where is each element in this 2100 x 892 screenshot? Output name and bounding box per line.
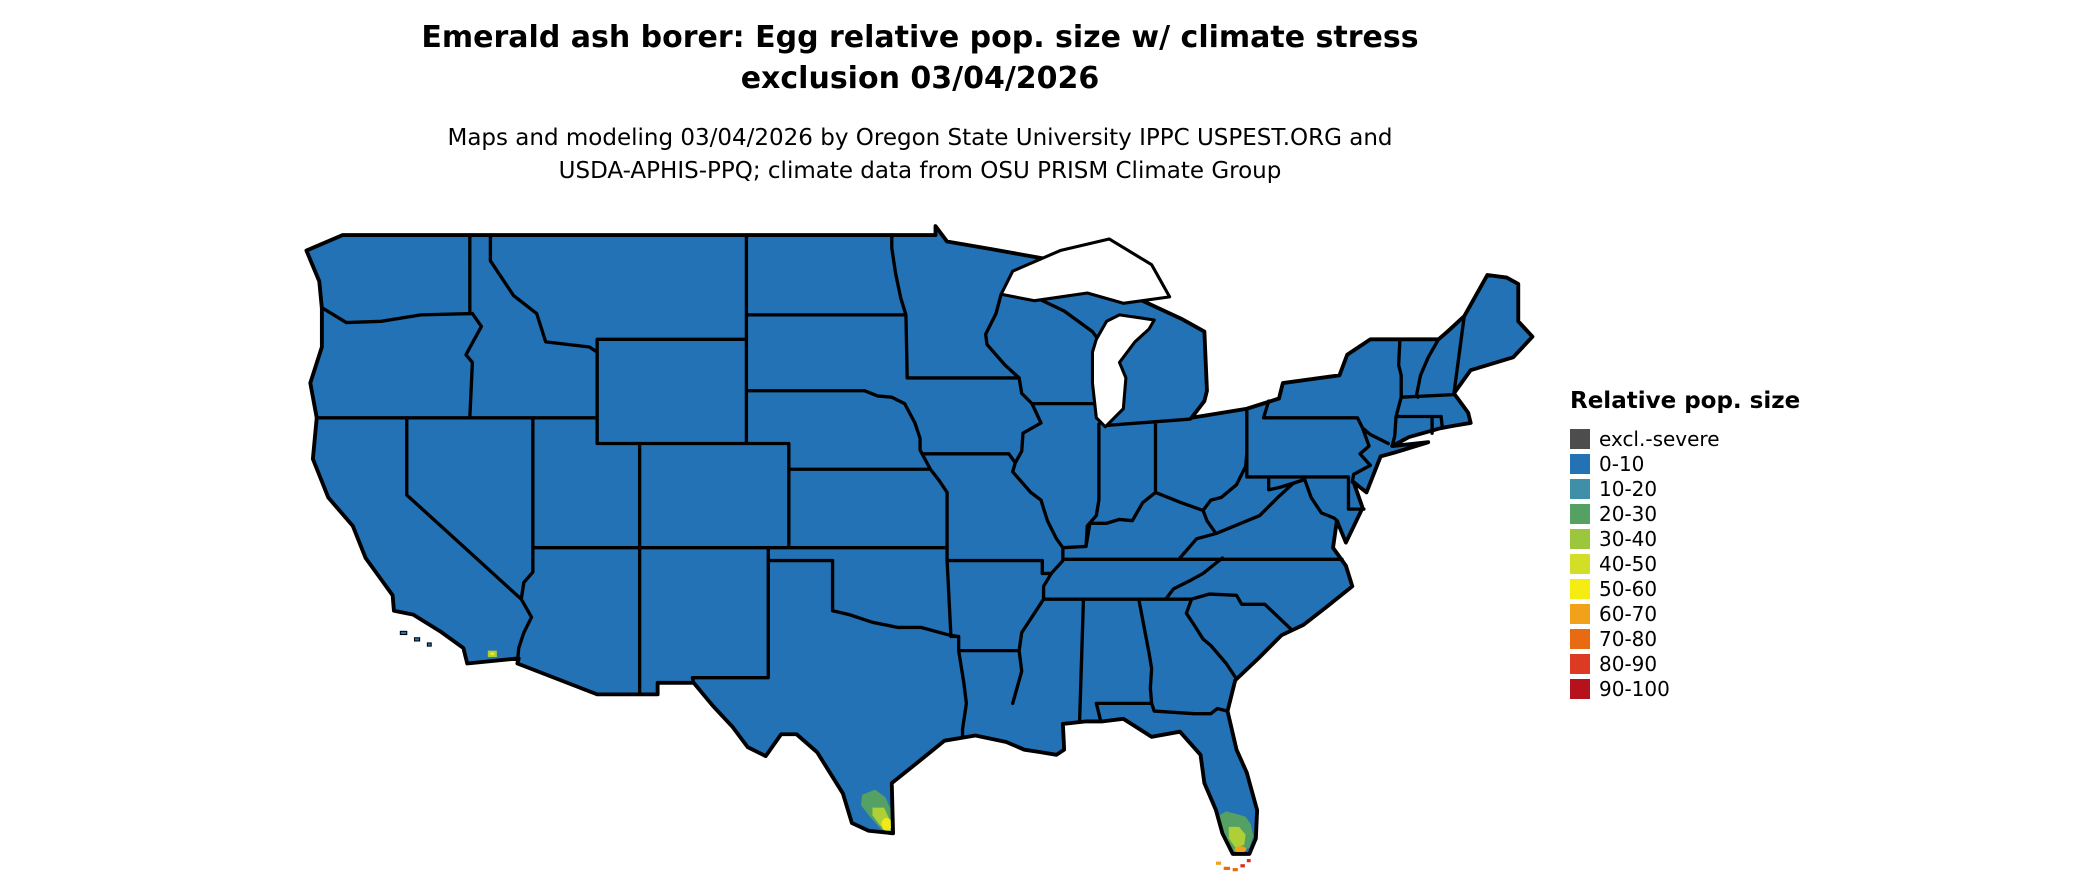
legend-swatch xyxy=(1570,678,1590,699)
legend-label: 80-90 xyxy=(1599,651,1658,676)
island-speck xyxy=(399,630,408,636)
legend-swatch xyxy=(1570,628,1590,649)
legend-label: excl.-severe xyxy=(1599,426,1720,451)
legend-swatch xyxy=(1570,478,1590,499)
legend-swatch xyxy=(1570,453,1590,474)
figure-subtitle-line2: USDA-APHIS-PPQ; climate data from OSU PR… xyxy=(558,158,1282,185)
island-speck xyxy=(413,637,421,642)
legend-label: 60-70 xyxy=(1599,601,1658,626)
hotspot-south-texas-core xyxy=(881,817,892,831)
legend-item-80-90: 80-90 xyxy=(1570,651,1830,676)
legend-label: 40-50 xyxy=(1599,551,1658,576)
legend-item-70-80: 70-80 xyxy=(1570,626,1830,651)
legend-swatch xyxy=(1570,653,1590,674)
legend-label: 90-100 xyxy=(1599,676,1670,701)
state-borders xyxy=(315,233,1466,739)
florida-keys xyxy=(1215,859,1251,872)
figure-subtitle: Maps and modeling 03/04/2026 by Oregon S… xyxy=(0,122,1840,189)
keys-speck xyxy=(1240,864,1245,868)
keys-speck xyxy=(1246,859,1251,863)
figure-title-line2: exclusion 03/04/2026 xyxy=(740,60,1100,96)
legend-label: 70-80 xyxy=(1599,626,1658,651)
legend-swatch xyxy=(1570,603,1590,624)
legend-item-30-40: 30-40 xyxy=(1570,526,1830,551)
keys-speck xyxy=(1232,868,1238,872)
us-map-svg xyxy=(304,224,1535,872)
hotspot-south-florida-inner xyxy=(1228,826,1246,848)
legend-item-90-100: 90-100 xyxy=(1570,676,1830,701)
keys-speck xyxy=(1223,866,1231,870)
legend-swatch xyxy=(1570,503,1590,524)
legend-items: excl.-severe 0-10 10-20 20-30 30-40 40-50 50-6… xyxy=(1570,426,1830,701)
legend-item-10-20: 10-20 xyxy=(1570,476,1830,501)
channel-islands xyxy=(399,630,432,647)
legend-item-50-60: 50-60 xyxy=(1570,576,1830,601)
legend-swatch xyxy=(1570,578,1590,599)
figure-subtitle-line1: Maps and modeling 03/04/2026 by Oregon S… xyxy=(447,125,1393,151)
island-speck xyxy=(426,642,432,647)
legend-label: 0-10 xyxy=(1599,451,1645,476)
map-legend: Relative pop. size excl.-severe 0-10 10-20… xyxy=(1570,388,1830,701)
hotspot-salton-trough-core xyxy=(490,652,495,656)
legend-swatch xyxy=(1570,428,1590,449)
legend-label: 50-60 xyxy=(1599,576,1658,601)
figure-title-line1: Emerald ash borer: Egg relative pop. siz… xyxy=(421,20,1419,55)
legend-swatch xyxy=(1570,528,1590,549)
lake-superior xyxy=(999,237,1172,305)
legend-item-0-10: 0-10 xyxy=(1570,451,1830,476)
legend-item-20-30: 20-30 xyxy=(1570,501,1830,526)
legend-item-excl.-severe: excl.-severe xyxy=(1570,426,1830,451)
keys-speck xyxy=(1215,861,1222,865)
legend-item-40-50: 40-50 xyxy=(1570,551,1830,576)
us-map xyxy=(300,222,1535,885)
legend-label: 30-40 xyxy=(1599,526,1658,551)
lake-michigan xyxy=(1090,313,1156,429)
legend-title: Relative pop. size xyxy=(1570,388,1801,414)
legend-item-60-70: 60-70 xyxy=(1570,601,1830,626)
legend-label: 20-30 xyxy=(1599,501,1658,526)
legend-label: 10-20 xyxy=(1599,476,1658,501)
hotspot-south-florida-tip xyxy=(1234,846,1247,853)
legend-swatch xyxy=(1570,553,1590,574)
figure-title: Emerald ash borer: Egg relative pop. siz… xyxy=(0,18,1840,99)
